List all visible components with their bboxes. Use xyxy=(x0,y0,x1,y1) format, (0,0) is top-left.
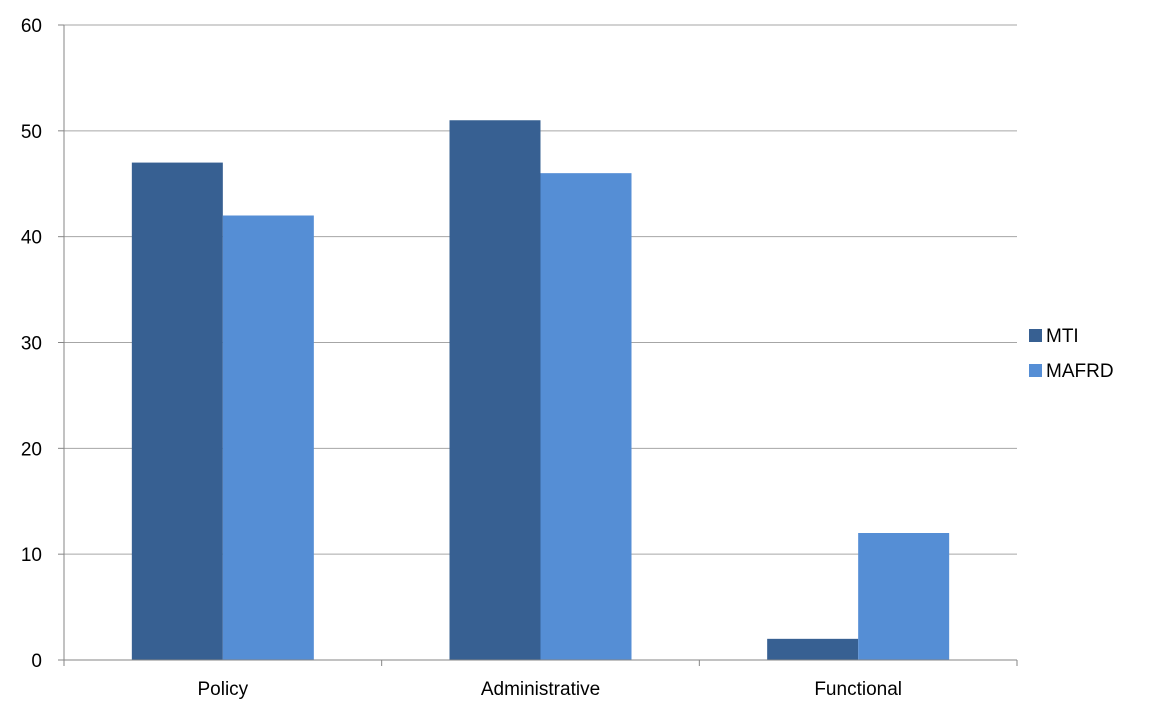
legend: MTI MAFRD xyxy=(1029,326,1114,382)
bars xyxy=(131,120,950,661)
legend-swatch-mti xyxy=(1029,329,1042,342)
y-tick-label: 20 xyxy=(21,439,42,460)
bar-mafrd-policy xyxy=(222,215,314,660)
bar-mti-policy xyxy=(131,162,223,661)
legend-swatch-mafrd xyxy=(1029,364,1042,377)
legend-label-mafrd: MAFRD xyxy=(1046,361,1114,382)
bar-mafrd-functional xyxy=(858,533,950,660)
y-tick-label: 50 xyxy=(21,122,42,143)
x-category-label: Administrative xyxy=(481,679,600,700)
x-category-label: Functional xyxy=(814,679,902,700)
bar-mafrd-administrative xyxy=(540,173,632,660)
x-category-labels: Policy Administrative Functional xyxy=(197,679,902,700)
y-tick-labels: 0 10 20 30 40 50 60 xyxy=(21,16,42,672)
y-tick-label: 40 xyxy=(21,228,42,249)
y-tick-label: 10 xyxy=(21,545,42,566)
x-category-label: Policy xyxy=(197,679,248,700)
y-tick-label: 30 xyxy=(21,334,42,355)
bar-mti-functional xyxy=(767,638,859,660)
y-tick-label: 0 xyxy=(31,651,42,672)
bar-mti-administrative xyxy=(449,120,541,660)
y-tick-label: 60 xyxy=(21,16,42,37)
axes xyxy=(58,24,1018,666)
legend-label-mti: MTI xyxy=(1046,326,1079,347)
